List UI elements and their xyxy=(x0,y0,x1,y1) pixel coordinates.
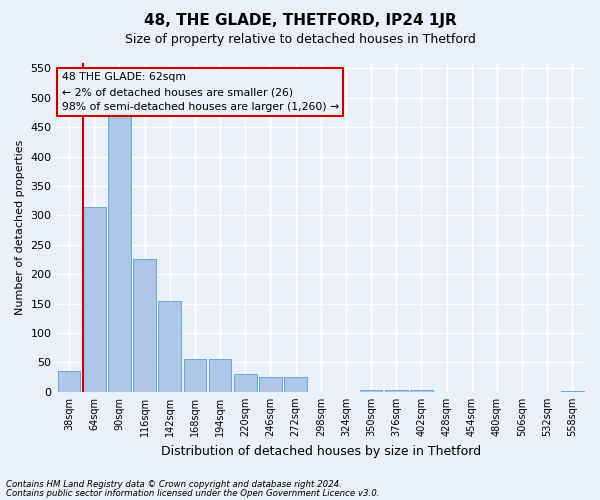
Text: 48 THE GLADE: 62sqm
← 2% of detached houses are smaller (26)
98% of semi-detache: 48 THE GLADE: 62sqm ← 2% of detached hou… xyxy=(62,72,339,112)
Bar xyxy=(259,377,282,392)
Bar xyxy=(561,390,584,392)
Text: Contains public sector information licensed under the Open Government Licence v3: Contains public sector information licen… xyxy=(6,488,380,498)
Bar xyxy=(234,374,257,392)
Bar xyxy=(410,390,433,392)
Bar xyxy=(83,206,106,392)
Text: Size of property relative to detached houses in Thetford: Size of property relative to detached ho… xyxy=(125,32,475,46)
Bar xyxy=(209,360,232,392)
Bar xyxy=(360,390,382,392)
Bar xyxy=(133,260,156,392)
X-axis label: Distribution of detached houses by size in Thetford: Distribution of detached houses by size … xyxy=(161,444,481,458)
Bar xyxy=(108,110,131,392)
Bar xyxy=(158,300,181,392)
Bar xyxy=(58,371,80,392)
Y-axis label: Number of detached properties: Number of detached properties xyxy=(15,140,25,315)
Bar xyxy=(385,390,407,392)
Text: 48, THE GLADE, THETFORD, IP24 1JR: 48, THE GLADE, THETFORD, IP24 1JR xyxy=(143,12,457,28)
Text: Contains HM Land Registry data © Crown copyright and database right 2024.: Contains HM Land Registry data © Crown c… xyxy=(6,480,342,489)
Bar xyxy=(284,377,307,392)
Bar xyxy=(184,360,206,392)
